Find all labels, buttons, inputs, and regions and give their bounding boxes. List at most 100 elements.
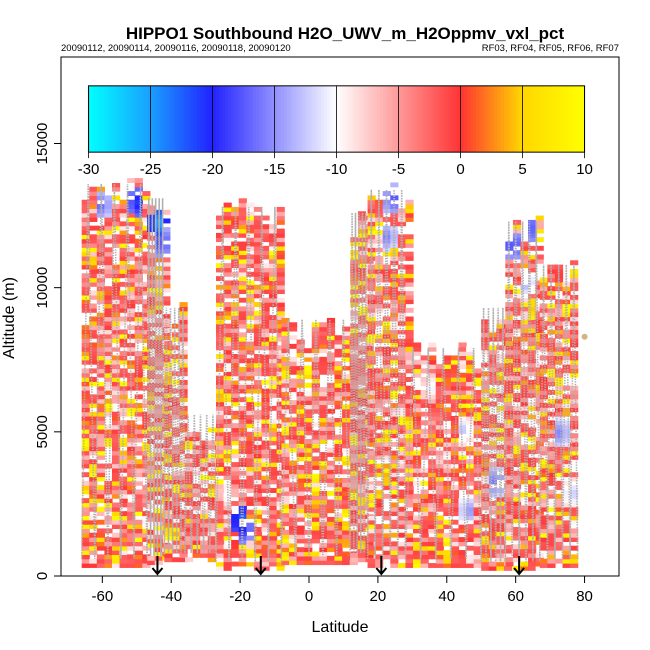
data-cell bbox=[179, 509, 188, 515]
data-cell bbox=[304, 529, 313, 535]
data-cell bbox=[326, 387, 336, 393]
data-cell bbox=[375, 528, 384, 534]
colorbar-cell bbox=[479, 85, 483, 153]
data-cell bbox=[435, 545, 444, 551]
data-cell bbox=[311, 447, 320, 453]
data-cell bbox=[342, 534, 351, 540]
data-cell bbox=[466, 558, 475, 564]
data-cell bbox=[96, 511, 105, 517]
colorbar-cell bbox=[172, 85, 176, 153]
data-cell bbox=[326, 417, 336, 423]
colorbar-cell bbox=[200, 85, 204, 153]
data-cell bbox=[216, 336, 225, 342]
data-cell bbox=[134, 264, 143, 270]
data-cell bbox=[367, 476, 376, 482]
data-cell bbox=[119, 303, 128, 309]
data-cell bbox=[367, 403, 376, 408]
data-cell bbox=[269, 392, 278, 398]
data-cell bbox=[261, 276, 270, 282]
data-cell bbox=[154, 395, 163, 401]
data-cell bbox=[512, 501, 522, 506]
data-cell bbox=[326, 430, 336, 436]
data-cell bbox=[435, 411, 444, 417]
data-cell bbox=[269, 453, 278, 459]
data-cell bbox=[342, 477, 351, 483]
data-cell bbox=[367, 515, 376, 521]
colorbar-cell bbox=[541, 85, 545, 153]
data-cell bbox=[326, 326, 336, 332]
data-cell bbox=[375, 264, 384, 270]
data-cell bbox=[89, 238, 98, 244]
data-cell bbox=[539, 403, 548, 408]
data-cell bbox=[154, 335, 163, 341]
data-cell bbox=[488, 462, 497, 468]
data-cell bbox=[246, 449, 255, 455]
data-cell bbox=[382, 515, 391, 521]
colorbar-cell bbox=[336, 85, 341, 153]
data-cell bbox=[111, 489, 121, 495]
data-cell bbox=[397, 493, 407, 499]
data-cell bbox=[192, 466, 201, 472]
data-cell bbox=[512, 436, 522, 442]
data-cell bbox=[296, 477, 305, 483]
data-cell bbox=[127, 437, 136, 443]
data-cell bbox=[397, 273, 407, 279]
data-cell bbox=[281, 547, 290, 553]
data-cell bbox=[111, 433, 121, 439]
data-cell bbox=[382, 441, 391, 447]
data-cell bbox=[547, 364, 556, 369]
data-cell bbox=[342, 456, 351, 462]
data-cell bbox=[231, 514, 240, 519]
data-cell bbox=[111, 208, 121, 214]
data-cell bbox=[365, 341, 374, 346]
data-cell bbox=[382, 420, 391, 426]
data-cell bbox=[81, 420, 90, 426]
data-cell bbox=[535, 245, 544, 251]
data-cell bbox=[238, 444, 247, 450]
data-cell bbox=[238, 548, 247, 554]
data-cell bbox=[326, 477, 336, 483]
data-cell bbox=[382, 554, 391, 560]
data-cell bbox=[488, 470, 497, 476]
data-cell bbox=[296, 439, 305, 444]
data-cell bbox=[367, 329, 376, 335]
data-cell bbox=[570, 537, 579, 542]
data-cell bbox=[342, 330, 351, 336]
data-cell bbox=[154, 356, 163, 362]
data-cell bbox=[466, 537, 475, 542]
data-cell bbox=[223, 449, 232, 455]
data-cell bbox=[96, 454, 105, 460]
data-cell bbox=[547, 506, 556, 512]
data-cell bbox=[570, 320, 579, 326]
data-cell bbox=[311, 486, 320, 492]
colorbar-cell bbox=[575, 85, 579, 153]
data-cell bbox=[334, 452, 343, 457]
data-cell bbox=[304, 374, 313, 380]
data-cell bbox=[261, 336, 270, 342]
data-cell bbox=[547, 411, 556, 417]
data-cell bbox=[326, 516, 336, 522]
data-cell bbox=[296, 374, 305, 380]
data-cell bbox=[231, 332, 240, 338]
data-cell bbox=[357, 483, 367, 489]
data-cell bbox=[535, 258, 544, 264]
data-cell bbox=[535, 315, 544, 320]
data-cell bbox=[443, 394, 452, 400]
data-cell bbox=[473, 502, 482, 508]
data-cell bbox=[539, 355, 548, 361]
colorbar-cell bbox=[178, 85, 183, 153]
data-cell bbox=[539, 545, 548, 551]
data-cell bbox=[570, 493, 579, 499]
data-cell bbox=[261, 539, 270, 545]
data-cell bbox=[528, 332, 537, 338]
data-cell bbox=[111, 264, 121, 270]
data-cell bbox=[397, 329, 407, 335]
data-cell bbox=[162, 270, 171, 276]
data-cell bbox=[435, 524, 444, 530]
data-cell bbox=[81, 506, 90, 512]
data-cell bbox=[382, 320, 391, 326]
data-cell bbox=[269, 457, 278, 463]
data-cell bbox=[520, 258, 529, 264]
data-cell bbox=[154, 477, 163, 483]
data-cell bbox=[562, 424, 571, 430]
